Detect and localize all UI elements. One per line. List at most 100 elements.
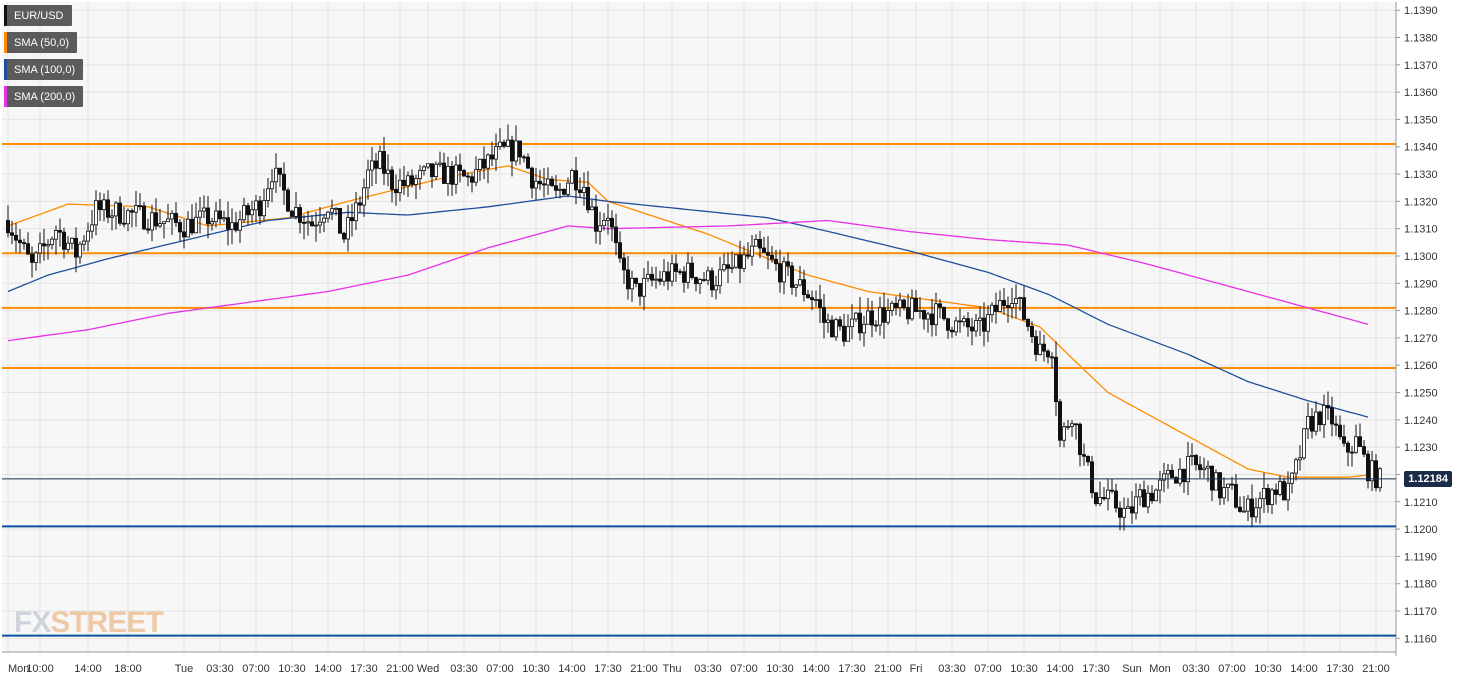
legend-item-sma50[interactable]: SMA (50,0): [4, 32, 78, 53]
candle-body: [682, 271, 687, 283]
candle-body: [1242, 510, 1247, 513]
legend-item-eurusd[interactable]: EUR/USD: [4, 5, 72, 26]
candle-body: [666, 271, 671, 282]
y-tick-label: 1.1360: [1404, 87, 1438, 99]
y-tick-label: 1.1160: [1404, 633, 1437, 645]
candle-body: [245, 205, 250, 216]
x-tick-label: 10:30: [522, 663, 550, 675]
candle-body: [970, 326, 975, 332]
candle-body: [277, 167, 282, 175]
candle-body: [1026, 319, 1031, 327]
candle-body: [1378, 468, 1383, 489]
x-tick-label: 14:00: [314, 663, 342, 675]
candle-body: [846, 326, 851, 342]
candle-body: [938, 303, 943, 308]
candle-body: [778, 263, 783, 283]
candle-body: [213, 210, 218, 223]
candle-body: [293, 207, 298, 217]
candle-body: [1126, 506, 1131, 509]
x-tick-label: 17:30: [350, 663, 378, 675]
candle-body: [489, 154, 494, 160]
candle-body: [189, 218, 194, 234]
logo-part-fx: FX: [14, 606, 51, 639]
candle-body: [850, 318, 855, 328]
candle-body: [1086, 455, 1091, 463]
candle-body: [1290, 472, 1295, 484]
legend-item-sma200[interactable]: SMA (200,0): [4, 86, 84, 107]
x-tick-label: 10:30: [278, 663, 306, 675]
candle-body: [842, 325, 847, 342]
candle-body: [157, 223, 162, 227]
candle-body: [261, 200, 266, 217]
candle-body: [642, 277, 647, 297]
x-tick-label: 10:30: [766, 663, 794, 675]
candle-body: [966, 318, 971, 328]
x-tick-label: 21:00: [874, 663, 902, 675]
candle-body: [522, 156, 527, 159]
candle-body: [1346, 442, 1351, 453]
candle-body: [710, 270, 715, 291]
candle-body: [862, 323, 867, 334]
legend-label: SMA (200,0): [14, 90, 76, 103]
candle-body: [554, 185, 559, 191]
candle-body: [413, 178, 418, 185]
candle-body: [594, 206, 599, 232]
candle-body: [54, 230, 59, 240]
candle-body: [770, 254, 775, 260]
candle-body: [185, 218, 190, 238]
candle-body: [449, 165, 454, 185]
candle-body: [181, 231, 186, 238]
x-tick-label: 07:00: [242, 663, 270, 675]
candle-body: [1166, 469, 1171, 475]
candle-body: [165, 218, 170, 223]
candle-body: [465, 175, 470, 178]
candle-body: [114, 202, 119, 217]
candle-body: [910, 298, 915, 320]
candle-body: [357, 202, 362, 206]
candle-body: [774, 258, 779, 265]
candle-body: [646, 273, 651, 279]
candle-body: [1270, 489, 1275, 506]
candle-body: [349, 217, 354, 222]
candle-body: [1238, 506, 1243, 512]
candle-body: [1274, 489, 1279, 495]
candle-body: [441, 162, 446, 184]
y-tick-label: 1.1170: [1404, 606, 1437, 618]
candle-body: [794, 284, 799, 288]
candle-body: [429, 163, 434, 177]
x-tick-label: 14:00: [802, 663, 830, 675]
candle-body: [1310, 416, 1315, 432]
y-tick-label: 1.1340: [1404, 142, 1438, 154]
candle-body: [610, 217, 615, 228]
candle-body: [962, 318, 967, 323]
candle-body: [886, 310, 891, 323]
candle-body: [333, 207, 338, 210]
candle-body: [514, 140, 519, 162]
y-tick-label: 1.1330: [1404, 169, 1438, 181]
candle-body: [634, 277, 639, 284]
legend-item-sma100[interactable]: SMA (100,0): [4, 59, 84, 80]
candle-body: [1226, 483, 1231, 488]
candle-body: [110, 215, 115, 218]
candle-body: [501, 141, 506, 147]
candle-body: [802, 279, 807, 296]
candle-body: [1118, 507, 1123, 518]
candle-body: [1218, 472, 1223, 499]
candle-body: [1302, 428, 1307, 459]
y-tick-label: 1.1380: [1404, 33, 1438, 45]
candle-body: [126, 210, 131, 225]
candle-body: [782, 261, 787, 283]
candle-body: [622, 257, 627, 271]
candle-body: [1370, 460, 1375, 482]
candle-body: [209, 221, 214, 225]
candle-body: [1334, 423, 1339, 426]
candle-body: [606, 217, 611, 221]
candle-body: [385, 169, 390, 174]
candle-body: [762, 247, 767, 253]
candle-body: [590, 206, 595, 211]
candle-body: [1306, 416, 1311, 430]
candle-body: [1282, 481, 1287, 501]
candle-body: [161, 221, 166, 224]
candle-body: [137, 205, 142, 207]
